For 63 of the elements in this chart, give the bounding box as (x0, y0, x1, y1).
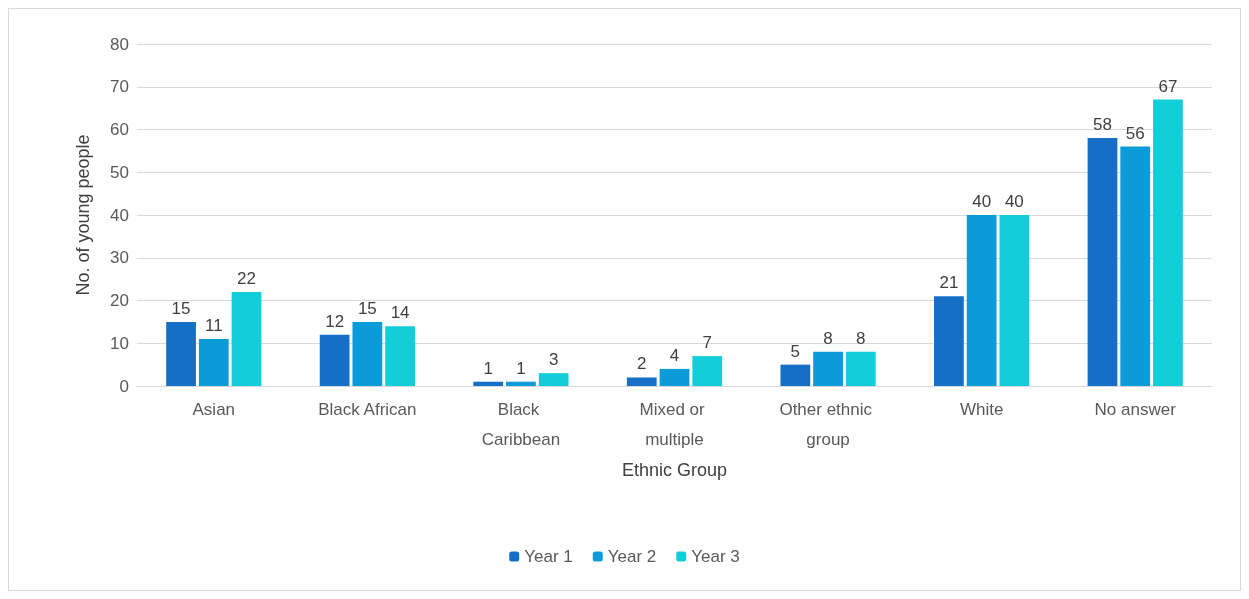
data-label: 7 (702, 333, 712, 353)
bar (626, 377, 657, 386)
x-tick-label: Black Caribbean (481, 399, 561, 449)
legend-label: Year 2 (607, 547, 657, 566)
data-label: 40 (972, 192, 992, 211)
bar (352, 321, 383, 386)
data-label: 58 (1093, 115, 1112, 135)
bar (319, 334, 350, 386)
data-label: 15 (171, 298, 191, 318)
x-tick-label: Black African (318, 399, 417, 419)
data-label: 8 (856, 328, 866, 348)
data-label: 4 (669, 345, 680, 365)
data-label: 12 (325, 311, 345, 331)
bar (1087, 138, 1118, 386)
x-tick-label: White (959, 399, 1004, 419)
bar (780, 364, 811, 386)
bar (659, 368, 690, 386)
data-label: 15 (357, 298, 377, 318)
legend-label: Year 3 (691, 547, 740, 566)
x-axis-title: Ethnic Group (621, 460, 728, 480)
bar (966, 215, 997, 386)
x-tick-label: Asian (192, 399, 236, 419)
data-label: 2 (637, 354, 647, 374)
bar (813, 351, 843, 386)
data-label: 14 (390, 303, 410, 323)
y-tick-label: 0 (119, 376, 129, 396)
data-label: 40 (1004, 192, 1024, 211)
bar (231, 291, 262, 386)
x-tick-label: No answer (1094, 399, 1177, 419)
bar (385, 326, 415, 386)
y-tick-label: 30 (110, 248, 129, 268)
y-tick-label: 70 (110, 77, 129, 97)
data-label: 67 (1158, 76, 1178, 96)
bar (166, 321, 196, 386)
data-label: 1 (516, 358, 526, 378)
y-axis-title: No. of young people (73, 134, 93, 296)
bar (198, 338, 229, 386)
bar (1153, 99, 1183, 386)
x-tick-label: Mixed or multiple (639, 399, 710, 449)
y-tick-label: 50 (110, 162, 129, 182)
data-label: 5 (790, 341, 801, 361)
bar (845, 351, 876, 386)
bar (999, 215, 1030, 386)
data-label: 11 (204, 315, 223, 335)
data-label: 21 (939, 273, 959, 293)
bar (538, 373, 569, 386)
bar (692, 356, 723, 386)
legend-label: Year 1 (524, 547, 573, 566)
y-tick-label: 20 (110, 291, 129, 310)
data-label: 1 (483, 358, 493, 378)
y-tick-label: 80 (110, 34, 129, 54)
bar (506, 381, 536, 386)
y-tick-label: 10 (110, 333, 129, 353)
data-label: 22 (237, 268, 256, 288)
bar (934, 296, 964, 386)
y-tick-label: 60 (110, 120, 129, 139)
y-tick-label: 40 (110, 205, 129, 225)
bar (473, 381, 504, 386)
x-tick-label: Other ethnic group (779, 399, 877, 449)
bar (1120, 146, 1151, 386)
data-label: 3 (548, 350, 559, 370)
data-label: 56 (1125, 123, 1145, 143)
data-label: 8 (823, 328, 833, 348)
